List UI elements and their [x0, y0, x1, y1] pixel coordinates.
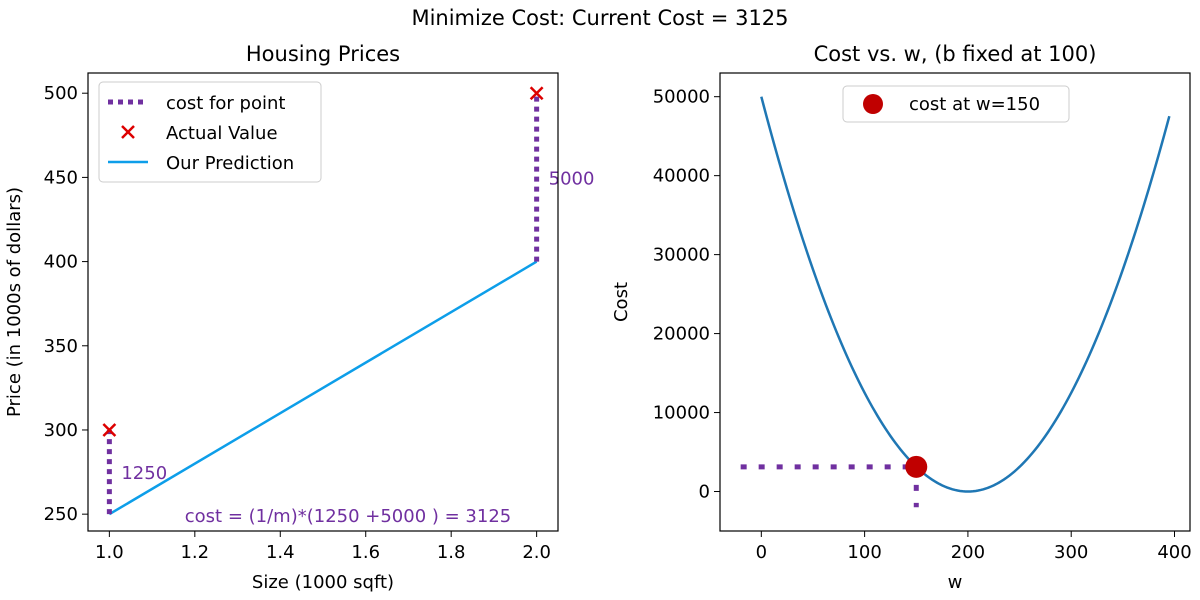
housing-chart-x-tick-label: 2.0 [522, 542, 551, 563]
cost-chart-x-tick-label: 300 [1054, 542, 1088, 563]
current-cost-marker [905, 455, 928, 478]
housing-chart-frame [87, 72, 559, 532]
housing-chart-y-label: Price (in 1000s of dollars) [4, 187, 25, 417]
cost-chart-plot-area [740, 96, 1171, 508]
legend-marker-dot-swatch [863, 94, 883, 114]
actual-marker-stroke [529, 86, 544, 101]
housing-chart-y-tick-label: 350 [44, 336, 78, 357]
housing-chart-y-tick-label: 500 [44, 83, 78, 104]
cost-segment-label-2: 5000 [549, 168, 595, 189]
housing-chart-y-tick-label: 300 [44, 420, 78, 441]
legend-prediction-label: Our Prediction [166, 153, 294, 174]
cost-chart-x-label: w [948, 572, 963, 593]
housing-chart-title: Housing Prices [246, 42, 400, 66]
cost-chart-y-tick-label: 40000 [653, 166, 710, 187]
cost-chart-y-tick-label: 50000 [653, 87, 710, 108]
legend-x-stroke [121, 125, 135, 139]
cost-chart-y-tick-label: 10000 [653, 403, 710, 424]
cost-chart-legend: cost at w=150 [842, 85, 1070, 123]
cost-vs-w-chart: Cost vs. w, (b fixed at 100) 0 100 200 300 4… [611, 42, 1192, 593]
cost-chart-frame [719, 72, 1191, 532]
figure-suptitle: Minimize Cost: Current Cost = 3125 [411, 6, 788, 30]
housing-chart-plot-area: 1250 5000 [102, 86, 595, 516]
actual-value-marker [102, 423, 117, 437]
cost-curve [760, 96, 1171, 493]
housing-chart-x-tick-label: 1.0 [95, 542, 124, 563]
cost-segment-label-1: 1250 [121, 463, 167, 484]
housing-chart-legend: cost for point Actual Value Our Predicti… [98, 81, 322, 183]
housing-chart-x-tick-label: 1.6 [351, 542, 380, 563]
prediction-line [108, 260, 538, 516]
housing-chart-x-label: Size (1000 sqft) [252, 572, 394, 593]
cost-chart-y-tick-label: 30000 [653, 245, 710, 266]
housing-chart-y-tick-label: 400 [44, 252, 78, 273]
housing-chart-y-tick-label: 450 [44, 167, 78, 188]
legend-actual-marker-swatch [121, 125, 135, 139]
legend-actual-label: Actual Value [166, 123, 278, 144]
cost-formula-annotation: cost = (1/m)*(1250 +5000 ) = 3125 [185, 506, 512, 527]
cost-chart-x-tick-label: 100 [847, 542, 881, 563]
housing-chart-y-tick-label: 250 [44, 504, 78, 525]
cost-chart-title: Cost vs. w, (b fixed at 100) [814, 42, 1097, 66]
legend-marker-label: cost at w=150 [909, 94, 1040, 115]
cost-chart-y-tick-label: 20000 [653, 324, 710, 345]
legend-box [842, 85, 1070, 123]
cost-chart-x-tick-label: 400 [1157, 542, 1191, 563]
cost-chart-y-tick-label: 0 [699, 482, 710, 503]
actual-marker-stroke [102, 423, 117, 437]
cost-chart-ticks: 0 100 200 300 400 0 10000 20000 30000 40000 50000 [653, 87, 1192, 563]
housing-prices-chart: Housing Prices 1.0 1.2 1.4 1.6 1.8 2.0 250 300 3… [4, 42, 594, 593]
housing-chart-x-tick-label: 1.8 [437, 542, 466, 563]
legend-cost-label: cost for point [166, 93, 285, 114]
housing-chart-x-tick-label: 1.2 [180, 542, 209, 563]
legend-box [98, 81, 322, 183]
housing-chart-x-tick-label: 1.4 [266, 542, 295, 563]
cost-chart-x-tick-label: 200 [951, 542, 985, 563]
actual-value-marker [529, 86, 544, 101]
cost-chart-y-label: Cost [611, 282, 632, 322]
cost-chart-x-tick-label: 0 [756, 542, 767, 563]
housing-chart-ticks: 1.0 1.2 1.4 1.6 1.8 2.0 250 300 350 400 450 500 [44, 83, 551, 563]
